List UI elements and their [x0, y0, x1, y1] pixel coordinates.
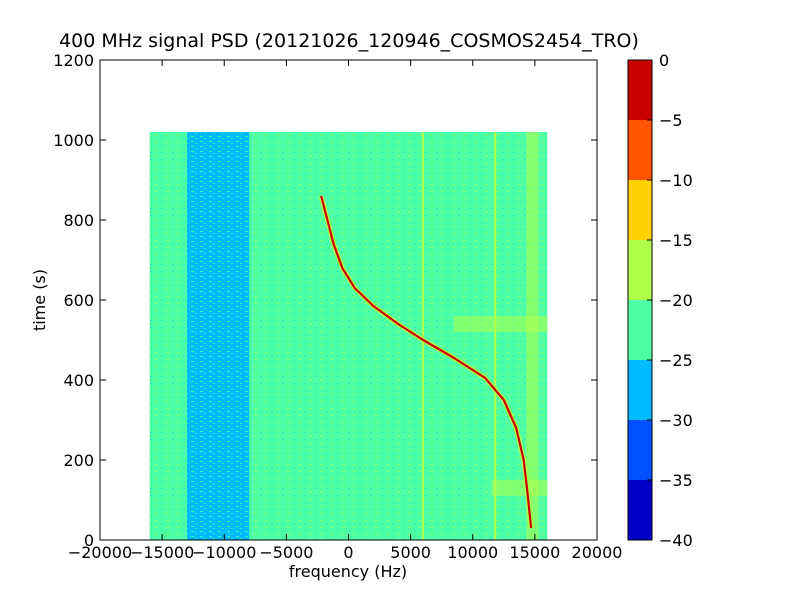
y-tick-label: 1000 — [53, 131, 94, 150]
colorbar-tick-label: −10 — [659, 171, 693, 190]
heatmap-feature — [422, 132, 425, 540]
signal-trace — [320, 195, 533, 529]
colorbar: −40 −35 −30 −25 −20 −15 −10 −5 0 — [627, 51, 693, 550]
colorbar-segment — [628, 60, 652, 120]
heatmap-feature — [454, 316, 548, 332]
x-tick-label: −10000 — [192, 543, 256, 562]
y-tick-label: 600 — [63, 291, 94, 310]
colorbar-tick-label: −35 — [659, 471, 693, 490]
heatmap-feature — [526, 132, 539, 540]
colorbar-segment — [628, 480, 652, 540]
y-tick-label: 200 — [63, 451, 94, 470]
heatmap-feature — [491, 480, 548, 496]
colorbar-tick-label: −40 — [659, 531, 693, 550]
colorbar-segment — [628, 300, 652, 360]
x-tick-label: 15000 — [509, 543, 560, 562]
signal-trace-layer — [318, 195, 534, 529]
heatmap-feature — [494, 132, 497, 540]
colorbar-segment — [628, 360, 652, 420]
x-tick-label: −20000 — [68, 543, 132, 562]
colorbar-tick-label: −20 — [659, 291, 693, 310]
colorbar-segment — [628, 420, 652, 480]
x-tick-label: 5000 — [390, 543, 431, 562]
y-tick-label: 0 — [84, 531, 94, 550]
y-axis: 0 200 400 600 800 1000 1200 — [53, 51, 597, 550]
colorbar-tick-label: −15 — [659, 231, 693, 250]
y-tick-label: 400 — [63, 371, 94, 390]
x-tick-label: −5000 — [259, 543, 313, 562]
y-axis-label: time (s) — [30, 269, 49, 331]
heatmap — [149, 132, 548, 540]
x-tick-label: 20000 — [572, 543, 623, 562]
x-axis: −20000−15000−10000 −5000 0 5000 10000 15000 20… — [68, 60, 623, 562]
y-tick-label: 1200 — [53, 51, 94, 70]
colorbar-tick-label: −30 — [659, 411, 693, 430]
colorbar-tick-label: −5 — [659, 111, 683, 130]
colorbar-segment — [628, 120, 652, 180]
colorbar-segment — [628, 180, 652, 240]
colorbar-segment — [628, 240, 652, 300]
colorbar-tick-label: 0 — [659, 51, 669, 70]
x-tick-label: 0 — [343, 543, 353, 562]
chart-title: 400 MHz signal PSD (20121026_120946_COSM… — [59, 30, 639, 52]
x-axis-label: frequency (Hz) — [289, 562, 407, 581]
x-tick-label: 10000 — [447, 543, 498, 562]
x-tick-label: −15000 — [130, 543, 194, 562]
colorbar-tick-label: −25 — [659, 351, 693, 370]
y-tick-label: 800 — [63, 211, 94, 230]
heatmap-feature — [186, 132, 250, 540]
